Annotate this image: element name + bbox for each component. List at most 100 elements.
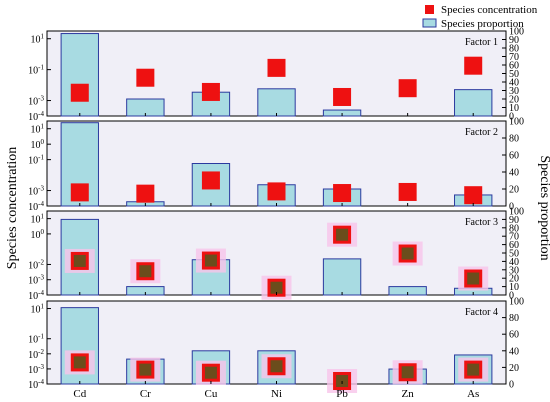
left-tick-label-2: 10-1	[28, 154, 44, 167]
left-tick-label-0: 10-4	[28, 200, 44, 213]
right-tick-label-3: 60	[509, 330, 519, 341]
concentration-marker-core-zn	[401, 366, 414, 379]
y-right-title: Species proportion	[537, 155, 550, 260]
concentration-marker-core-cd	[73, 356, 86, 369]
concentration-marker-cd	[70, 83, 89, 102]
right-tick-label-5: 100	[509, 117, 524, 128]
right-tick-label-6: 60	[509, 240, 519, 251]
left-tick-label-3: 101	[31, 33, 45, 46]
right-tick-label-1: 20	[509, 185, 519, 196]
left-tick-label-3: 100	[31, 138, 45, 151]
left-tick-label-0: 10-4	[28, 378, 44, 391]
proportion-bar-cd	[60, 33, 99, 117]
x-tick-label-as: As	[467, 388, 479, 400]
x-tick-label-pb: Pb	[336, 388, 348, 400]
right-tick-label-9: 90	[509, 35, 519, 46]
concentration-marker-zn	[398, 79, 417, 98]
left-tick-label-4: 101	[31, 213, 45, 226]
concentration-marker-core-cu	[204, 254, 217, 267]
concentration-marker-zn	[398, 182, 417, 201]
concentration-marker-cr	[136, 68, 155, 87]
proportion-bar-as	[454, 89, 493, 117]
legend-proportion-label: Species proportion	[441, 18, 524, 30]
right-tick-label-0: 0	[509, 112, 514, 123]
panels: 10-410-310-11010102030405060708090100Fac…	[28, 27, 524, 401]
x-tick-label-cd: Cd	[73, 388, 86, 400]
legend-concentration-label: Species concentration	[441, 4, 538, 16]
right-tick-label-1: 20	[509, 363, 519, 374]
left-tick-label-2: 10-2	[28, 348, 44, 361]
left-tick-label-2: 10-2	[28, 258, 44, 271]
concentration-marker-core-as	[467, 272, 480, 285]
left-tick-label-0: 10-4	[28, 289, 44, 302]
right-tick-label-1: 10	[509, 103, 519, 114]
concentration-marker-ni	[267, 182, 286, 201]
factor-panel-2: 10-4 10-3 10-1 100 101 0 20 40 60 80 100 Factor 2	[28, 117, 524, 214]
proportion-bar-pb	[322, 258, 362, 296]
concentration-marker-as	[464, 56, 483, 75]
factor-label: Factor 3	[465, 217, 498, 228]
left-tick-label-3: 10-1	[28, 333, 44, 346]
left-tick-label-0: 10-4	[28, 110, 44, 123]
x-tick-label-cr: Cr	[140, 388, 151, 400]
concentration-marker-ni	[267, 58, 286, 77]
left-tick-label-4: 101	[31, 303, 45, 316]
left-tick-label-2: 10-1	[28, 64, 44, 77]
proportion-bar-cd	[60, 122, 99, 207]
concentration-marker-as	[464, 186, 483, 205]
concentration-marker-core-cd	[73, 254, 86, 267]
right-tick-label-3: 30	[509, 265, 519, 276]
concentration-marker-core-cu	[204, 366, 217, 379]
right-tick-label-3: 60	[509, 151, 519, 162]
legend: Species concentration Species proportion	[422, 4, 538, 30]
factor-panel-1: 10-410-310-11010102030405060708090100Fac…	[28, 27, 524, 124]
legend-concentration-swatch	[425, 5, 434, 14]
concentration-marker-core-ni	[270, 360, 283, 373]
left-tick-label-3: 100	[31, 228, 45, 241]
factor-label: Factor 2	[465, 127, 498, 138]
x-tick-label-zn: Zn	[402, 388, 415, 400]
right-tick-label-2: 20	[509, 274, 519, 285]
right-tick-label-4: 80	[509, 134, 519, 145]
right-tick-label-9: 90	[509, 215, 519, 226]
concentration-marker-core-pb	[336, 228, 349, 241]
factor-panel-4: 10-4 10-3 10-2 10-1 101 0 20 40 60 80 100 Factor 4 C…	[28, 297, 524, 401]
x-tick-label-ni: Ni	[271, 388, 282, 400]
factor-panel-3: 10-410-310-21001010102030405060708090100…	[28, 207, 524, 303]
concentration-marker-cu	[201, 82, 220, 101]
proportion-bar-ni	[257, 88, 296, 117]
right-tick-label-4: 40	[509, 257, 519, 268]
concentration-marker-core-zn	[401, 247, 414, 260]
right-tick-label-6: 60	[509, 61, 519, 72]
right-tick-label-2: 40	[509, 346, 519, 357]
factor-label: Factor 4	[465, 307, 498, 318]
right-tick-label-5: 50	[509, 69, 519, 80]
x-tick-label-cu: Cu	[205, 388, 218, 400]
right-tick-label-2: 20	[509, 95, 519, 106]
right-tick-label-7: 70	[509, 232, 519, 243]
right-tick-label-10: 100	[509, 207, 524, 218]
concentration-marker-cd	[70, 183, 89, 202]
legend-proportion-swatch	[422, 18, 437, 28]
right-tick-label-0: 0	[509, 291, 514, 302]
concentration-marker-core-cr	[139, 363, 152, 376]
left-tick-label-4: 101	[31, 123, 45, 136]
left-tick-label-1: 10-3	[28, 185, 44, 198]
right-tick-label-0: 0	[509, 202, 514, 213]
right-tick-label-1: 10	[509, 282, 519, 293]
right-tick-label-7: 70	[509, 52, 519, 63]
y-left-title: Species concentration	[5, 147, 20, 269]
concentration-marker-core-cr	[139, 265, 152, 278]
right-tick-label-4: 80	[509, 313, 519, 324]
left-tick-label-1: 10-3	[28, 95, 44, 108]
right-tick-label-4: 40	[509, 78, 519, 89]
concentration-marker-core-as	[467, 363, 480, 376]
factor-label: Factor 1	[465, 37, 498, 48]
concentration-marker-pb	[333, 87, 352, 106]
right-tick-label-5: 50	[509, 249, 519, 260]
left-tick-label-1: 10-3	[28, 363, 44, 376]
right-tick-label-8: 80	[509, 223, 519, 234]
right-tick-label-2: 40	[509, 168, 519, 179]
left-tick-label-1: 10-3	[28, 274, 44, 287]
